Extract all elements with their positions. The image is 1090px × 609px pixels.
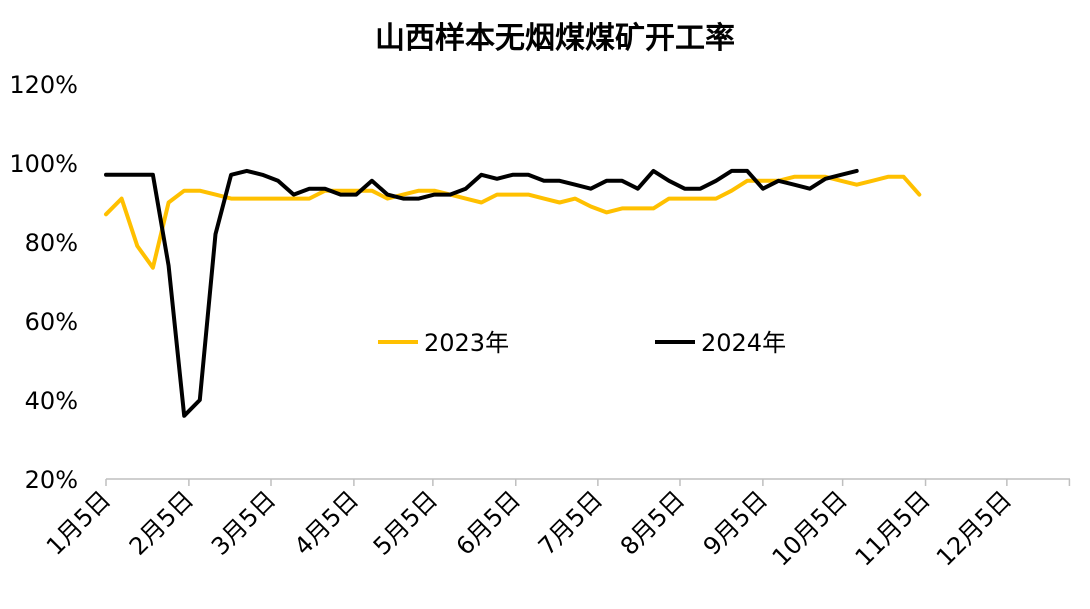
y-tick-label: 40% (25, 387, 78, 415)
legend: 2023年 2024年 (378, 329, 786, 357)
x-tick-label: 9月5日 (698, 485, 773, 560)
x-tick-label: 10月5日 (767, 485, 853, 571)
y-axis: 20% 40% 60% 80% 100% 120% (9, 71, 78, 494)
x-tick-label: 7月5日 (533, 485, 608, 560)
x-tick-label: 3月5日 (206, 485, 281, 560)
series-line-1 (104, 174, 922, 270)
y-tick-label: 60% (25, 308, 78, 336)
chart-title: 山西样本无烟煤煤矿开工率 (375, 21, 735, 56)
x-tick-label: 11月5日 (850, 485, 936, 571)
series-layer (104, 168, 922, 418)
legend-label: 2024年 (701, 329, 786, 357)
x-tick-label: 5月5日 (368, 485, 443, 560)
y-tick-label: 120% (9, 71, 78, 99)
y-tick-label: 80% (25, 229, 78, 257)
legend-label: 2023年 (424, 329, 509, 357)
x-tick-label: 4月5日 (289, 485, 364, 560)
x-tick-label: 1月5日 (41, 485, 116, 560)
series-line-2 (104, 168, 859, 418)
y-tick-label: 100% (9, 150, 78, 178)
x-tick-label: 8月5日 (615, 485, 690, 560)
x-tick-label: 12月5日 (931, 485, 1017, 571)
x-tick-label: 6月5日 (451, 485, 526, 560)
x-axis: 1月5日 2月5日 3月5日 4月5日 5月5日 6月5日 7月5日 8月5日 9月5日10月5… (41, 478, 1071, 572)
y-tick-label: 20% (25, 466, 78, 494)
x-tick-label: 2月5日 (124, 485, 199, 560)
